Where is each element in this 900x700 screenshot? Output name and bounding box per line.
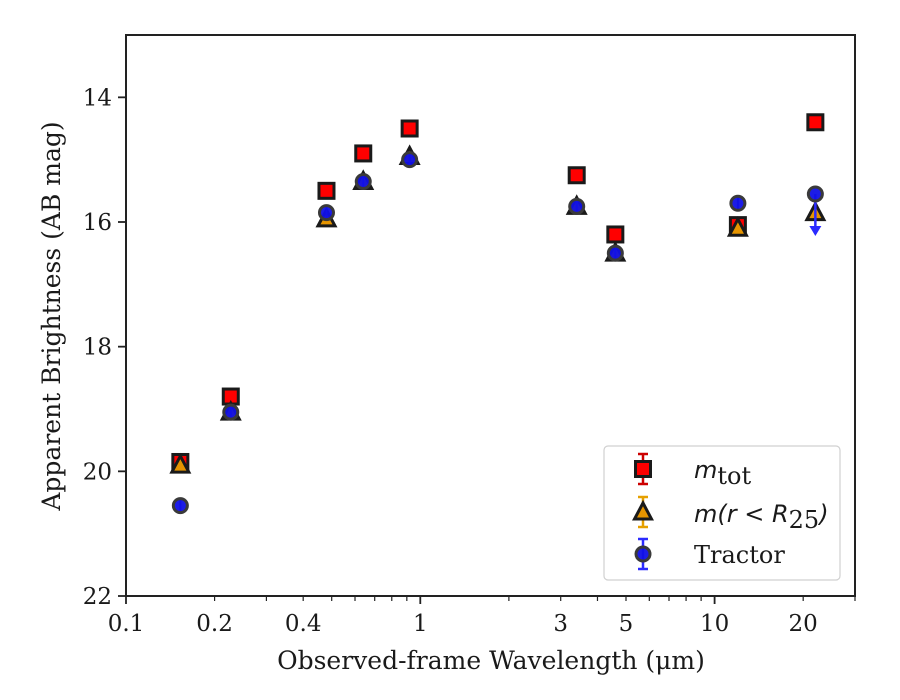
x-tick-label: 3 — [553, 611, 568, 637]
legend-marker-square — [634, 460, 652, 478]
point-circle-2-5 — [568, 197, 586, 215]
point-square-0-5 — [567, 166, 586, 185]
point-circle-2-0 — [171, 497, 189, 515]
point-square-0-4 — [400, 119, 419, 138]
y-tick-label: 20 — [83, 459, 112, 485]
legend-marker-triangle — [632, 499, 654, 521]
x-tick-label: 0.4 — [285, 611, 322, 637]
x-tick-label: 0.2 — [196, 611, 233, 637]
point-circle-2-4 — [401, 151, 419, 169]
legend: mtot m(r < R25) Tractor — [603, 445, 841, 581]
point-square-0-6 — [606, 225, 625, 244]
x-tick-label: 1 — [413, 611, 428, 637]
point-circle-2-8 — [806, 185, 824, 203]
legend-label-tractor: Tractor — [694, 541, 785, 569]
point-circle-2-2 — [317, 204, 335, 222]
point-square-0-2 — [317, 181, 336, 200]
upper-limit-arrow-head — [809, 225, 822, 236]
plot-frame — [125, 34, 856, 597]
point-square-0-3 — [354, 144, 373, 163]
x-tick-label: 10 — [700, 611, 729, 637]
point-circle-2-3 — [354, 172, 372, 190]
x-axis-label: Observed-frame Wavelength (μm) — [277, 646, 705, 675]
point-circle-2-6 — [606, 244, 624, 262]
axis-tick-labels: 0.1 0.2 0.4 1 3 5 10 20 14 16 18 20 22 — [83, 85, 818, 637]
legend-keys — [632, 452, 654, 571]
y-tick-label: 16 — [83, 210, 112, 236]
y-axis-label: Apparent Brightness (AB mag) — [37, 121, 66, 511]
x-tick-label: 0.1 — [108, 611, 145, 637]
legend-marker-circle — [634, 545, 652, 563]
y-tick-label: 18 — [83, 335, 112, 361]
point-square-0-8 — [806, 113, 825, 132]
x-tick-label: 20 — [789, 611, 818, 637]
legend-label-mr25: m(r < R25) — [694, 500, 829, 534]
point-triangle-1-0 — [169, 452, 192, 474]
legend-box — [603, 445, 841, 581]
data-points — [169, 113, 827, 515]
point-triangle-1-7 — [726, 216, 749, 237]
y-tick-label: 14 — [83, 85, 112, 111]
legend-label-mtot: mtot — [694, 456, 751, 490]
y-tick-label: 22 — [83, 584, 112, 610]
x-tick-label: 5 — [619, 611, 634, 637]
point-circle-2-1 — [222, 403, 240, 421]
point-circle-2-7 — [729, 194, 747, 212]
